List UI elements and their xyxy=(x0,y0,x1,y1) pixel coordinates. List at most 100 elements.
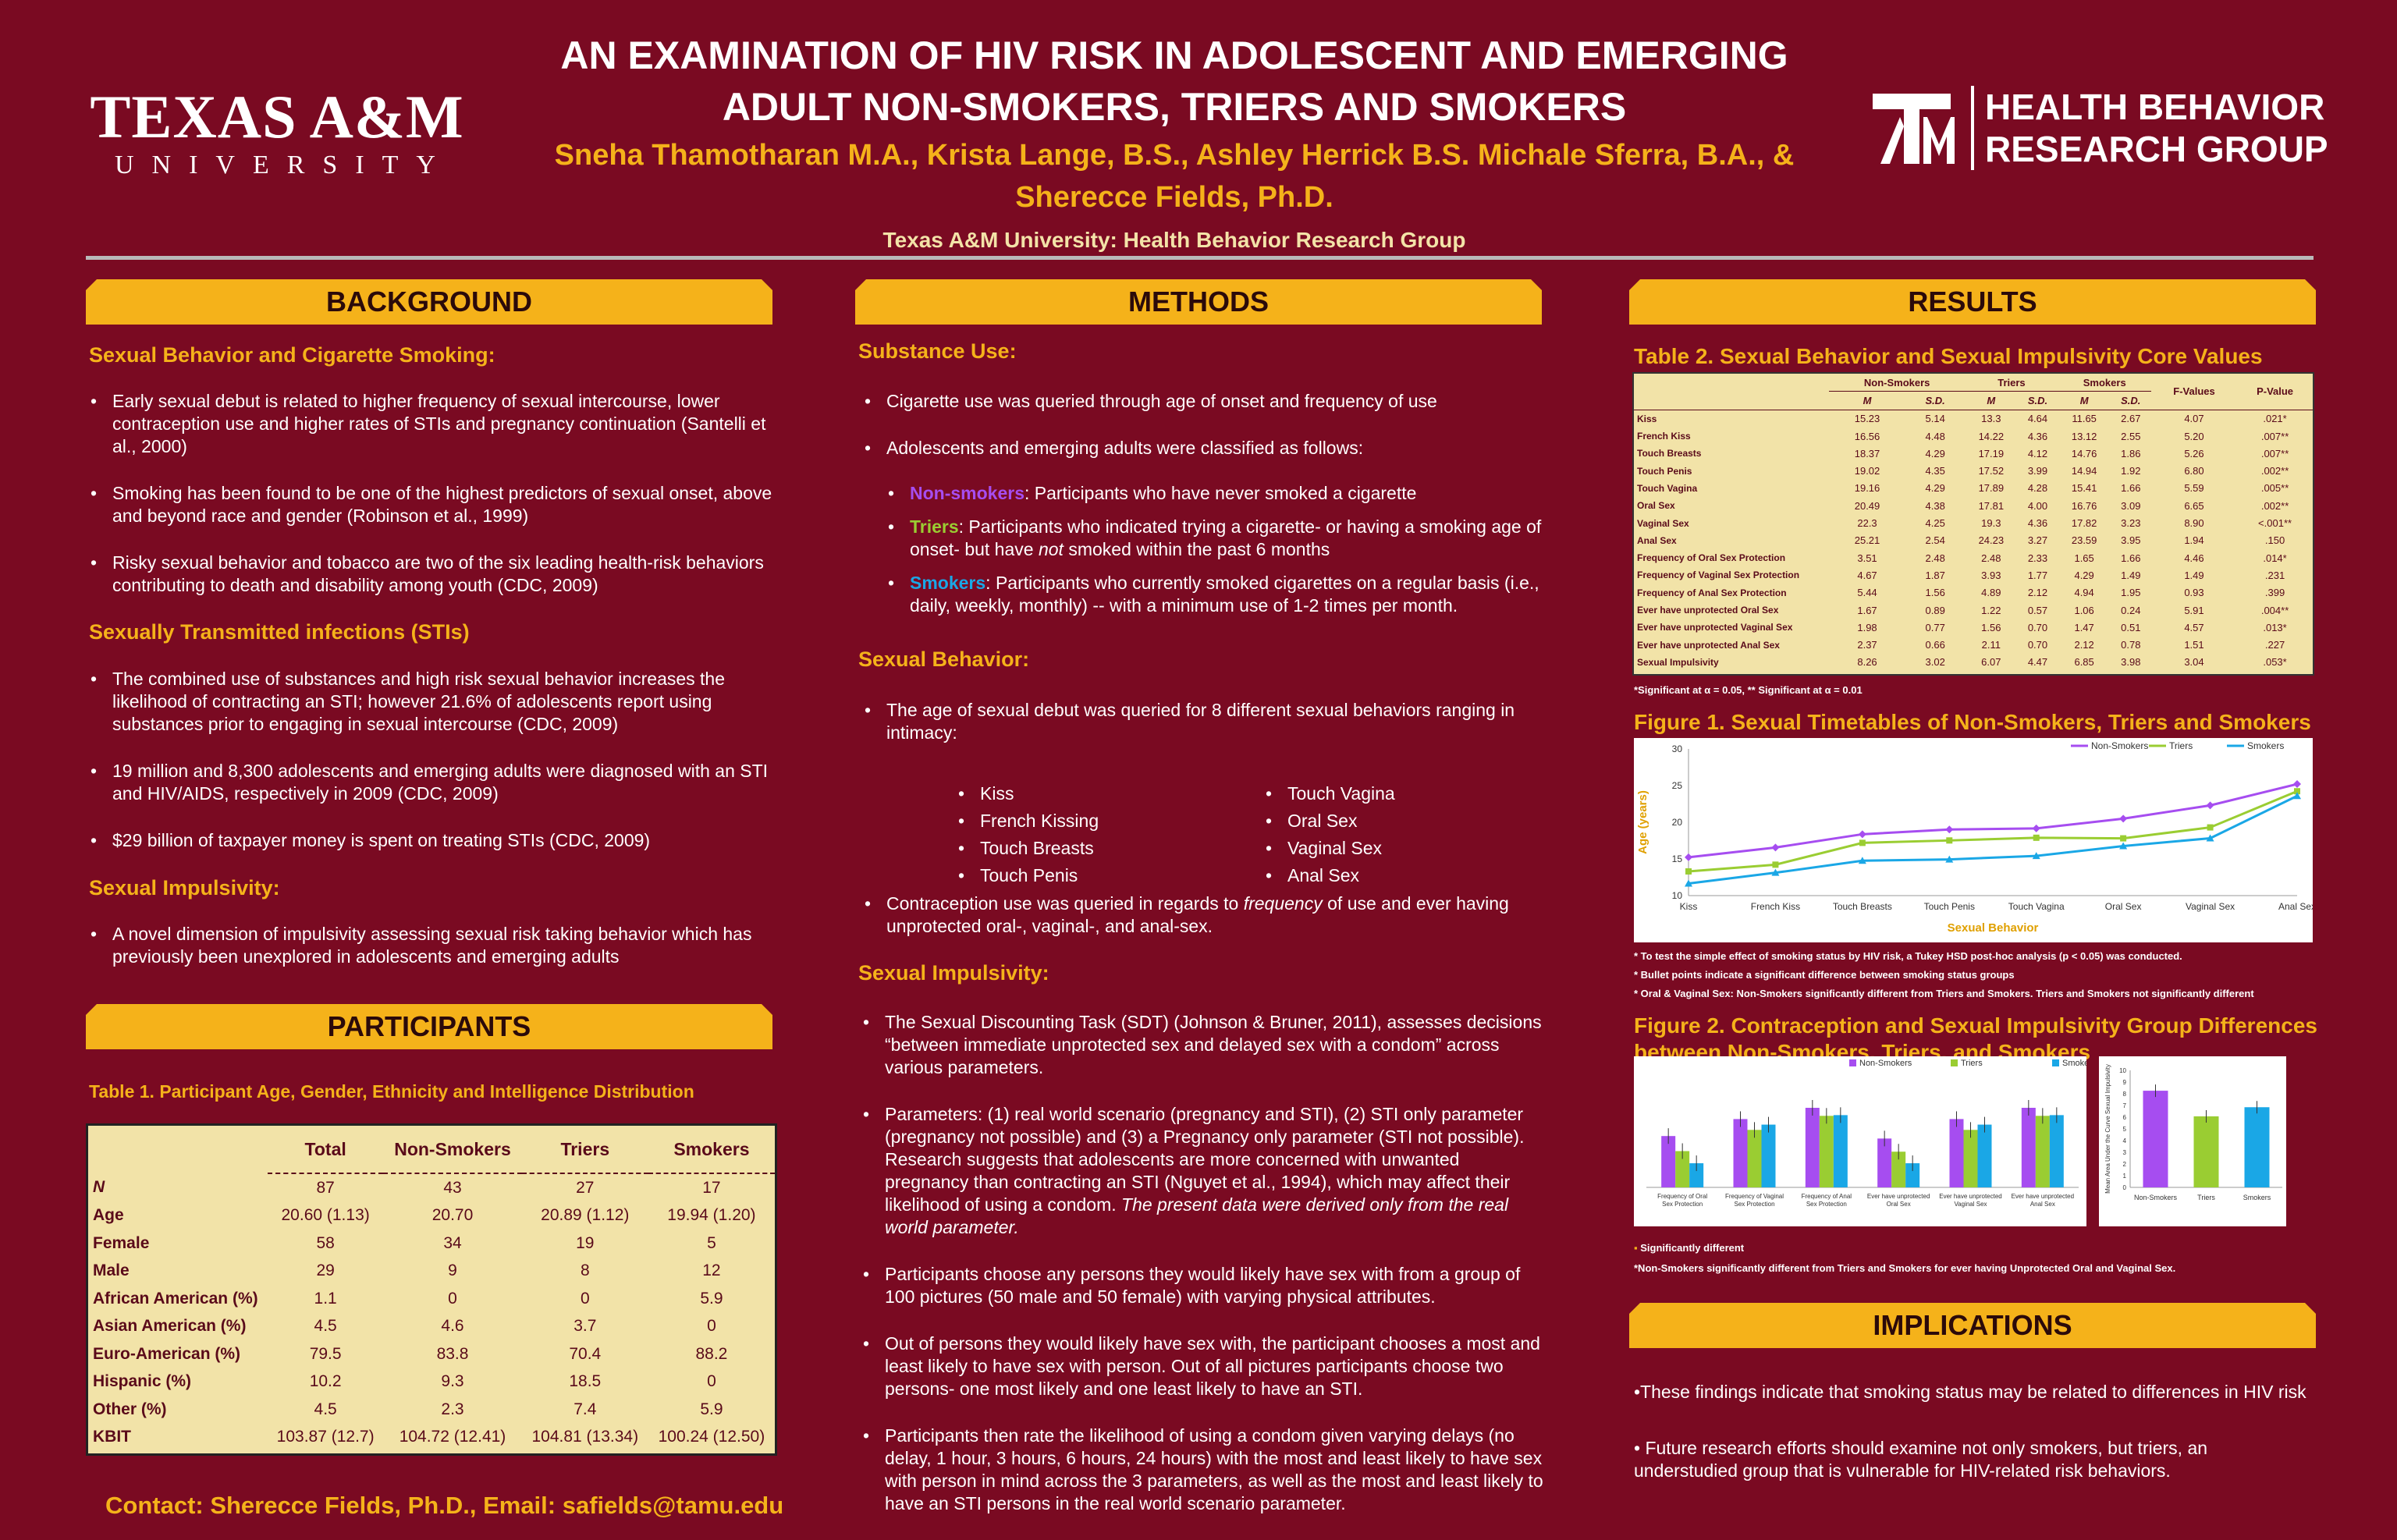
row-label: Female xyxy=(93,1233,150,1252)
fig1-note-2: * Bullet points indicate a significant d… xyxy=(1634,969,2015,981)
table-cell: 3.51 xyxy=(1857,552,1877,564)
implications-text-2: • Future research efforts should examine… xyxy=(1634,1438,2208,1481)
background-sub1: Sexual Behavior and Cigarette Smoking: xyxy=(89,343,495,367)
table1-title: Table 1. Participant Age, Gender, Ethnic… xyxy=(89,1081,694,1102)
row-label: Frequency of Vaginal Sex Protection xyxy=(1637,570,1800,581)
table-cell: 6.07 xyxy=(1981,656,2001,669)
x-tick-label: Touch Penis xyxy=(1924,901,1975,912)
list-item: The age of sexual debut was queried for … xyxy=(865,699,1550,744)
table-cell: 10.2 xyxy=(309,1372,342,1391)
table-cell: 4.67 xyxy=(1857,569,1877,581)
table-cell: 0.78 xyxy=(2121,639,2141,651)
table-cell: 1.65 xyxy=(2074,552,2094,564)
table-cell: 2.3 xyxy=(441,1400,464,1418)
table-cell: 18.37 xyxy=(1854,447,1880,460)
y-tick-label: 0 xyxy=(2123,1184,2127,1191)
row-label: Touch Breasts xyxy=(1637,448,1702,460)
table-cell: .007** xyxy=(2260,430,2289,442)
table-cell: 79.5 xyxy=(309,1344,342,1363)
data-point xyxy=(1858,857,1866,864)
bar xyxy=(2035,1116,2050,1187)
row-label: Age xyxy=(93,1206,124,1225)
list-item: Participants then rate the likelihood of… xyxy=(863,1425,1548,1515)
table-cell: 19.94 (1.20) xyxy=(667,1206,756,1225)
table-cell: 4.00 xyxy=(2027,499,2048,512)
list-item: Touch Breasts xyxy=(958,837,1238,860)
row-label: Kiss xyxy=(1637,413,1657,424)
list-item: Out of persons they would likely have se… xyxy=(863,1332,1548,1400)
table-cell: 23.59 xyxy=(2071,534,2097,547)
table-cell: 5.9 xyxy=(700,1400,723,1418)
table-cell: 4.48 xyxy=(1925,430,1945,442)
methods-sub3: Sexual Impulsivity: xyxy=(858,961,1049,985)
data-point xyxy=(2207,824,2214,831)
table-row: Age 20.60 (1.13) 20.70 20.89 (1.12) 19.94 (1… xyxy=(88,1202,775,1230)
table-cell: 1.92 xyxy=(2121,465,2141,477)
y-tick-label: 10 xyxy=(1672,890,1683,901)
data-point xyxy=(1771,843,1780,852)
data-point xyxy=(2294,788,2300,795)
table-cell: 27 xyxy=(576,1178,595,1197)
table-cell: 5.59 xyxy=(2184,482,2204,495)
table-row: Touch Vagina 19.16 4.29 17.89 4.28 15.41 1.66 5… xyxy=(1634,480,2313,497)
list-item-triers: Triers: Participants who indicated tryin… xyxy=(888,516,1550,561)
methods-contraception: Contraception use was queried in regards… xyxy=(863,892,1550,962)
bar xyxy=(1761,1124,1776,1187)
bar xyxy=(1689,1163,1704,1187)
table-row: Anal Sex 25.21 2.54 24.23 3.27 23.59 3.95 1.94.… xyxy=(1634,532,2313,549)
table-cell: 4.57 xyxy=(2184,621,2204,633)
table-cell: 4.46 xyxy=(2184,552,2204,564)
y-tick-label: 20 xyxy=(1672,817,1683,828)
table-cell: 4.25 xyxy=(1925,517,1945,530)
row-label: Hispanic (%) xyxy=(93,1372,192,1391)
list-item: $29 billion of taxpayer money is spent o… xyxy=(91,829,776,852)
table-cell: 3.7 xyxy=(574,1317,597,1336)
table-cell: 0.57 xyxy=(2027,604,2048,616)
data-point xyxy=(1685,853,1692,861)
bar xyxy=(2143,1091,2168,1187)
tamu-logo-subtext: UNIVERSITY xyxy=(115,151,453,179)
table-cell: 4.29 xyxy=(2074,569,2094,581)
bar xyxy=(1877,1138,1892,1187)
table-header: Smokers xyxy=(648,1126,775,1174)
table-subheader: S.D. xyxy=(1925,394,1945,406)
table-cell: 6.65 xyxy=(2184,499,2204,512)
x-tick-label: Sex Protection xyxy=(1662,1201,1703,1208)
table-cell: 0.77 xyxy=(1925,621,1945,633)
table-cell: 88.2 xyxy=(695,1344,728,1363)
x-tick-label: Ever have unprotected xyxy=(2012,1193,2075,1200)
table-cell: .014* xyxy=(2263,552,2287,564)
table-cell: .150 xyxy=(2264,534,2285,547)
table-cell: .002** xyxy=(2260,499,2289,512)
series-line-0 xyxy=(1688,782,2298,859)
table-cell: 29 xyxy=(316,1261,335,1280)
table-cell: 4.89 xyxy=(1981,587,2001,599)
list-item-nonsmokers: Non-smokers: Participants who have never… xyxy=(888,482,1550,505)
table-cell: 0.93 xyxy=(2184,587,2204,599)
table-cell: 20.60 (1.13) xyxy=(281,1206,370,1225)
row-label: African American (%) xyxy=(93,1289,258,1308)
table-cell: 17.89 xyxy=(1978,482,2005,495)
core-values-table: Non-Smokers Triers Smokers F-Values P-Va… xyxy=(1632,372,2314,676)
table-row: Other (%) 4.5 2.3 7.4 5.9 xyxy=(88,1396,775,1424)
table-cell: .231 xyxy=(2264,569,2285,581)
table-cell: 14.76 xyxy=(2071,447,2097,460)
table-cell: 2.37 xyxy=(1857,639,1877,651)
y-tick-label: 25 xyxy=(1672,780,1683,791)
table-row: French Kiss 16.56 4.48 14.22 4.36 13.12 2.55 5.… xyxy=(1634,428,2313,445)
table-cell: 4.07 xyxy=(2184,413,2204,425)
x-tick-label: Vaginal Sex xyxy=(2186,901,2235,912)
fig2-legend-sig-text: Significantly different xyxy=(1640,1242,1745,1254)
poster-title-line2: ADULT NON-SMOKERS, TRIERS AND SMOKERS xyxy=(722,85,1627,129)
table-subheader: M xyxy=(2079,394,2089,406)
row-label: N xyxy=(93,1178,105,1197)
table-cell: 19.3 xyxy=(1981,517,2001,530)
methods-impulsivity: The Sexual Discounting Task (SDT) (Johns… xyxy=(861,1011,1548,1539)
legend-swatch xyxy=(1951,1059,1958,1066)
table-row: KBIT 103.87 (12.7) 104.72 (12.41) 104.81 (1… xyxy=(88,1424,775,1452)
x-tick-label: Kiss xyxy=(1680,901,1698,912)
table-row: African American (%) 1.1 0 0 5.9 xyxy=(88,1285,775,1313)
behaviors-right-list: Touch Vagina Oral Sex Vaginal Sex Anal S… xyxy=(1264,782,1545,892)
x-tick-label: Ever have unprotected xyxy=(1867,1193,1930,1200)
table-cell: 14.94 xyxy=(2071,465,2097,477)
